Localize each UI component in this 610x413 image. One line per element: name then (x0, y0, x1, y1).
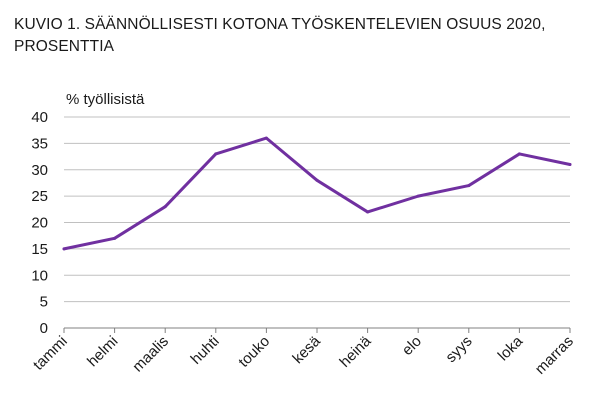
y-axis-label: % työllisistä (66, 91, 145, 108)
x-tick-label-8: syys (442, 333, 475, 366)
gridlines (63, 116, 571, 333)
data-point-syys (467, 184, 471, 188)
x-tick-label-2: maalis (129, 333, 172, 376)
data-point-loka (517, 152, 521, 156)
data-point-huhti (214, 152, 218, 156)
y-tick-label: 0 (40, 320, 48, 337)
x-tick-label-4: touko (235, 333, 273, 371)
x-tick-label-1: helmi (84, 333, 121, 370)
x-tick-label-0: tammi (30, 333, 71, 374)
data-point-maalis (163, 205, 167, 209)
y-tick-label: 15 (31, 241, 48, 258)
x-tick-label-10: marras (532, 333, 577, 378)
data-point-marras (568, 162, 572, 166)
x-tick-label-6: heinä (336, 332, 374, 370)
data-point-helmi (113, 236, 117, 240)
y-tick-label: 30 (31, 162, 48, 179)
data-point-heinä (366, 210, 370, 214)
x-tick-label-9: loka (495, 332, 527, 364)
data-point-tammi (62, 247, 66, 251)
chart-title-line-2: PROSENTTIA (14, 38, 115, 55)
series-line-0 (62, 136, 572, 251)
y-tick-label: 35 (31, 135, 48, 152)
data-point-kesä (315, 178, 319, 182)
y-tick-label: 5 (40, 294, 48, 311)
chart-title: KUVIO 1. SÄÄNNÖLLISESTI KOTONA TYÖSKENTE… (14, 14, 594, 58)
data-point-touko (264, 136, 268, 140)
data-point-elo (416, 194, 420, 198)
chart-title-line-1: KUVIO 1. SÄÄNNÖLLISESTI KOTONA TYÖSKENTE… (14, 16, 546, 33)
y-tick-label: 40 (31, 109, 48, 126)
x-tick-label-3: huhti (188, 333, 223, 368)
x-tick-label-5: kesä (289, 332, 324, 367)
y-tick-label: 10 (31, 267, 48, 284)
y-tick-labels: 0 5 10 15 20 25 30 35 40 (31, 109, 48, 337)
series-group (62, 136, 572, 251)
y-tick-label: 20 (31, 215, 48, 232)
x-tick-label-7: elo (399, 333, 425, 359)
x-tick-labels: tammi helmi maalis huhti touko kesä heinä elo sy… (30, 332, 577, 377)
y-tick-label: 25 (31, 188, 48, 205)
